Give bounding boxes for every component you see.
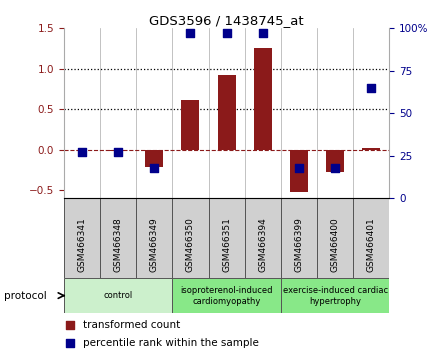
Point xyxy=(332,165,339,171)
Text: GSM466400: GSM466400 xyxy=(330,217,340,272)
Point xyxy=(67,322,74,327)
Bar xyxy=(281,198,317,278)
Text: control: control xyxy=(103,291,133,300)
Bar xyxy=(136,198,172,278)
Bar xyxy=(209,198,245,278)
Text: GSM466401: GSM466401 xyxy=(367,217,376,272)
Bar xyxy=(64,198,100,278)
Point xyxy=(114,149,121,155)
Bar xyxy=(362,148,380,150)
Point xyxy=(295,165,302,171)
Text: GSM466351: GSM466351 xyxy=(222,217,231,272)
Point xyxy=(259,30,266,36)
Text: GSM466399: GSM466399 xyxy=(294,217,304,272)
Text: isoproterenol-induced
cardiomyopathy: isoproterenol-induced cardiomyopathy xyxy=(180,286,273,306)
Point xyxy=(187,30,194,36)
Text: transformed count: transformed count xyxy=(83,320,180,330)
Point xyxy=(223,30,230,36)
Bar xyxy=(254,48,272,150)
Bar xyxy=(145,150,163,167)
Text: GSM466349: GSM466349 xyxy=(150,217,159,272)
Text: GSM466350: GSM466350 xyxy=(186,217,195,272)
Bar xyxy=(172,278,281,313)
Bar xyxy=(245,198,281,278)
Title: GDS3596 / 1438745_at: GDS3596 / 1438745_at xyxy=(149,14,304,27)
Point xyxy=(67,340,74,346)
Bar xyxy=(326,150,344,172)
Text: GSM466394: GSM466394 xyxy=(258,217,267,272)
Bar xyxy=(317,198,353,278)
Point xyxy=(78,149,85,155)
Text: percentile rank within the sample: percentile rank within the sample xyxy=(83,338,259,348)
Bar xyxy=(290,150,308,192)
Bar xyxy=(353,198,389,278)
Text: GSM466348: GSM466348 xyxy=(114,217,123,272)
Bar xyxy=(172,198,209,278)
Point xyxy=(368,85,375,91)
Bar xyxy=(109,150,127,151)
Text: GSM466341: GSM466341 xyxy=(77,217,86,272)
Text: exercise-induced cardiac
hypertrophy: exercise-induced cardiac hypertrophy xyxy=(282,286,388,306)
Point xyxy=(151,165,158,171)
Bar xyxy=(64,278,172,313)
Bar xyxy=(181,99,199,150)
Bar xyxy=(100,198,136,278)
Bar xyxy=(281,278,389,313)
Bar xyxy=(217,75,236,150)
Text: protocol: protocol xyxy=(4,291,47,301)
